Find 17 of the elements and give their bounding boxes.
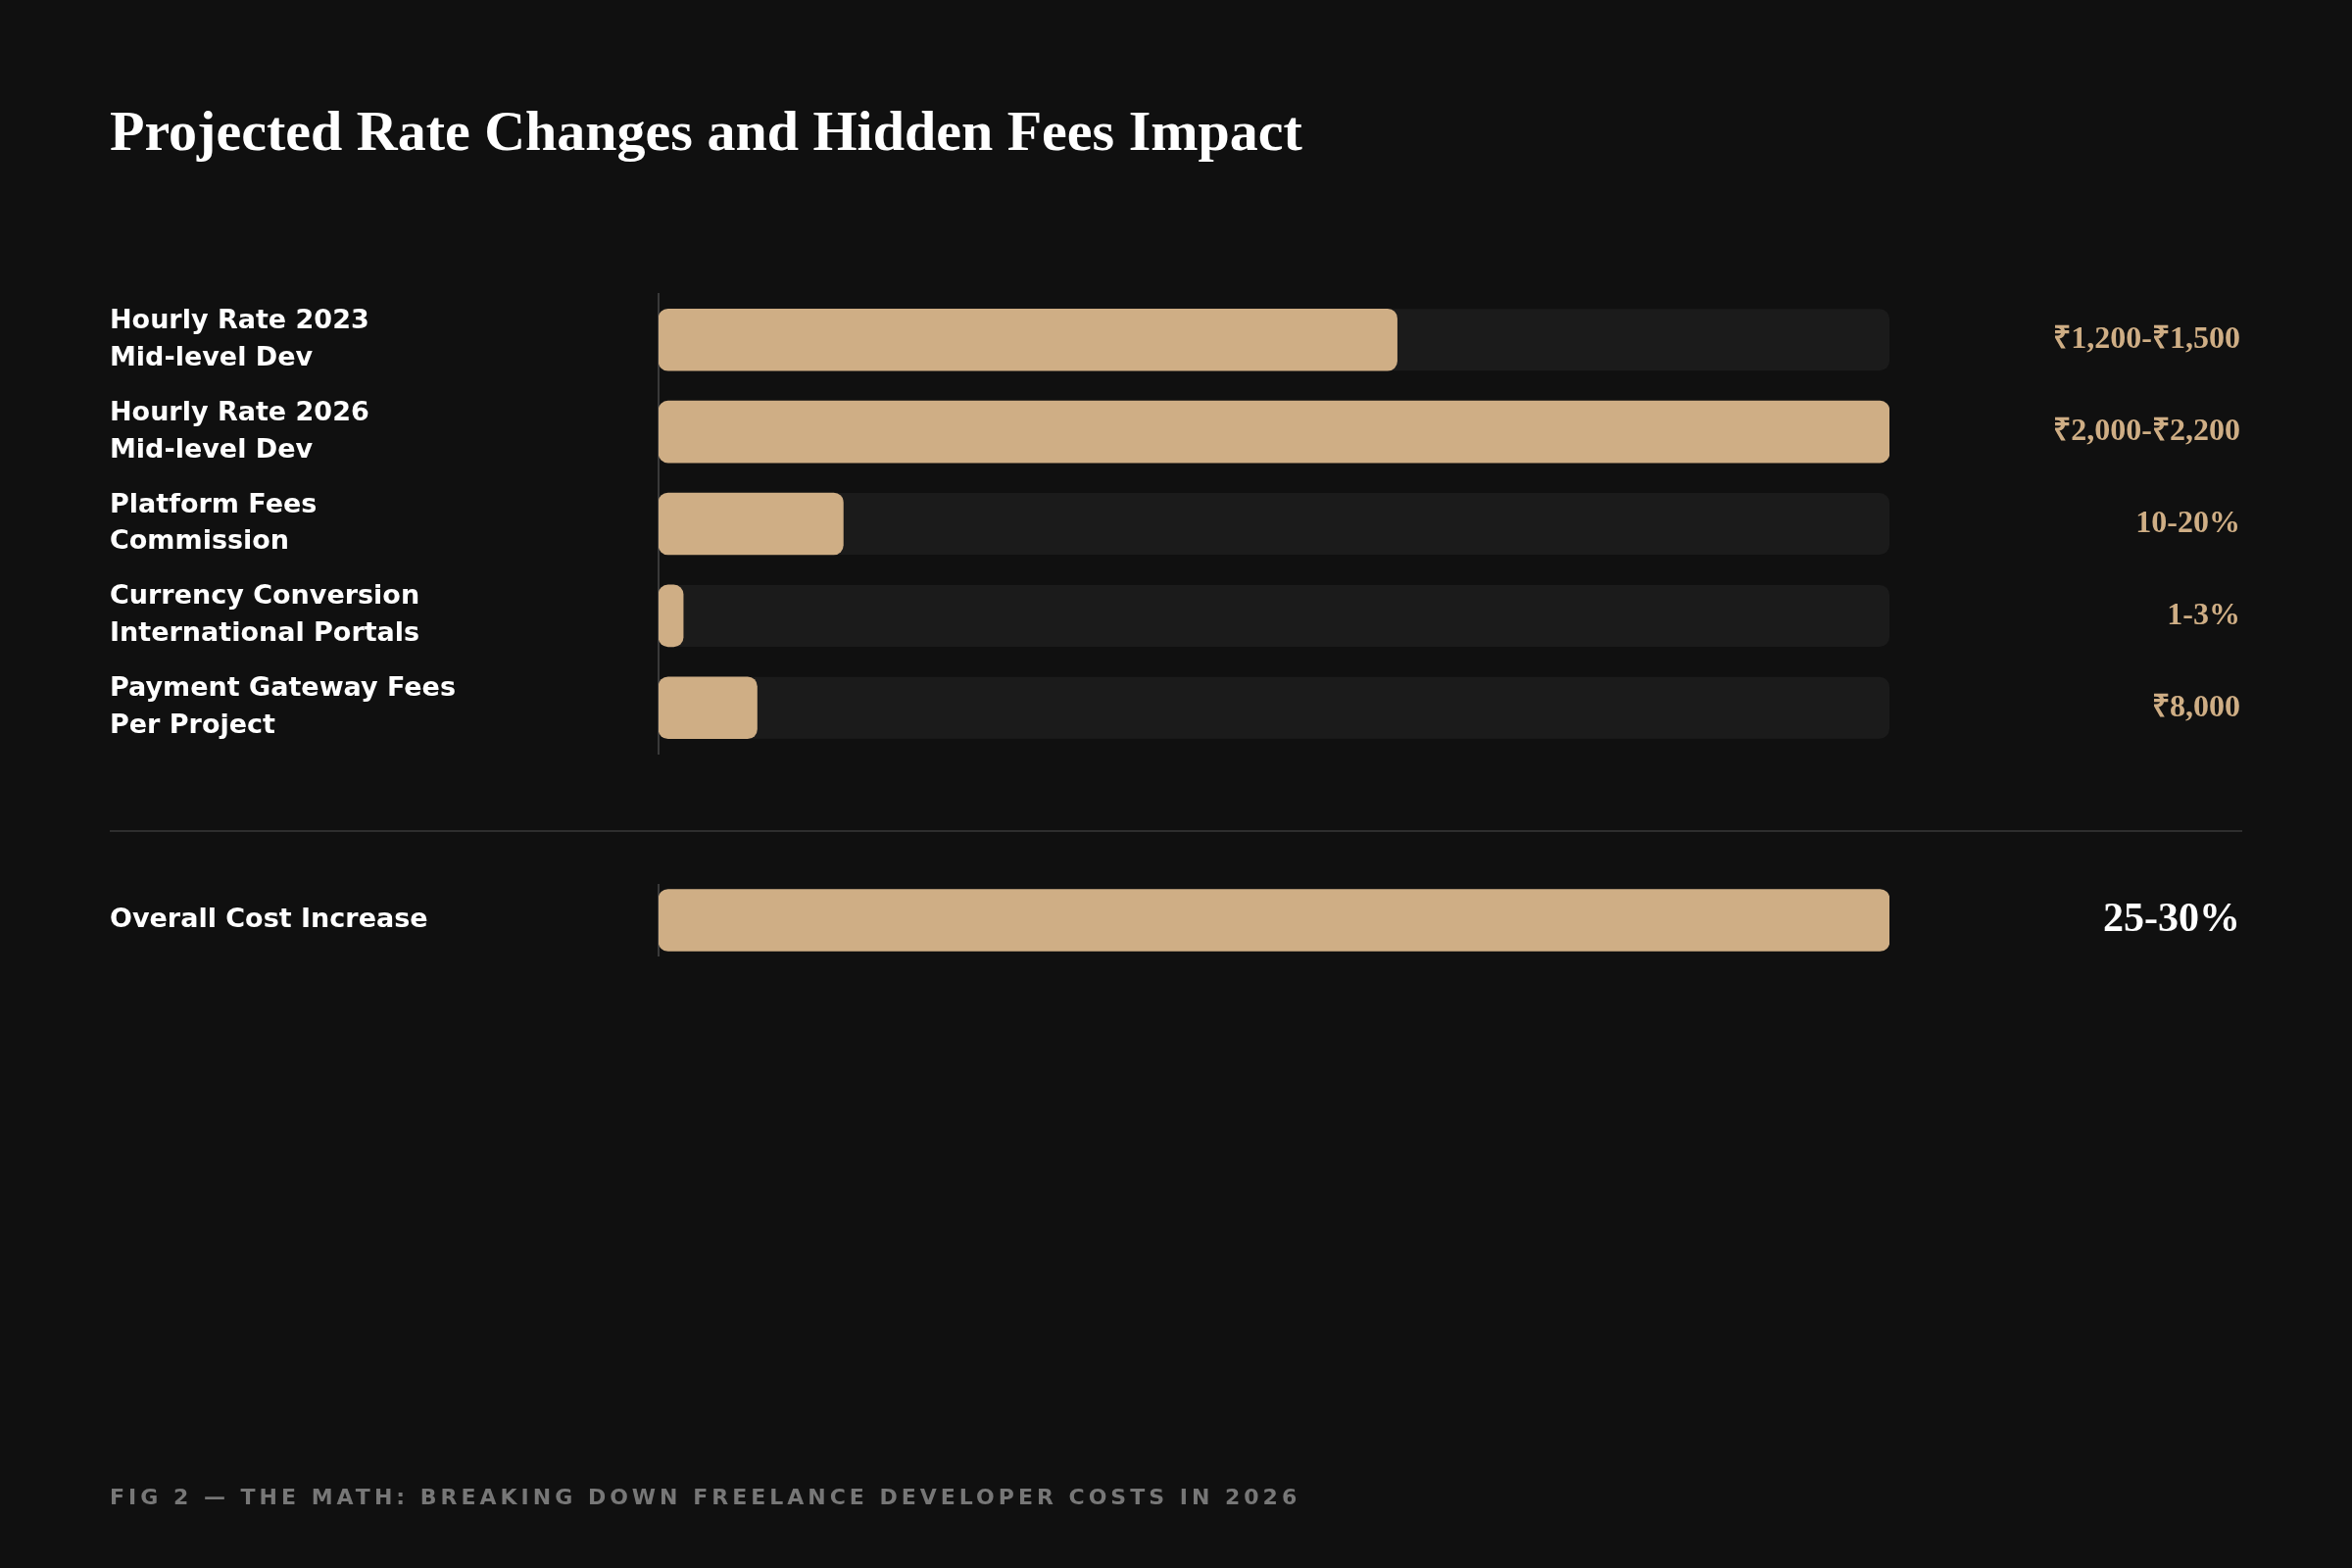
text: ₹2,000-₹2,200 bbox=[2053, 411, 2240, 447]
bar bbox=[659, 492, 844, 556]
text: 1-3% bbox=[2167, 595, 2240, 631]
bar bbox=[659, 676, 758, 740]
y-tick-label: Hourly Rate 2026 Mid-level Dev bbox=[110, 395, 369, 464]
text: 10-20% bbox=[2135, 503, 2240, 539]
chart-title: Projected Rate Changes and Hidden Fees Impact bbox=[110, 98, 1303, 164]
y-tick-label: Currency Conversion International Portals bbox=[110, 579, 420, 648]
text: ₹1,200-₹1,500 bbox=[2053, 319, 2240, 356]
y-tick-label: Payment Gateway Fees Per Project bbox=[110, 671, 457, 740]
y-tick-label: Overall Cost Increase bbox=[110, 903, 428, 934]
bar bbox=[659, 584, 684, 648]
y-tick-label: Hourly Rate 2023 Mid-level Dev bbox=[110, 303, 369, 371]
text: 25-30% bbox=[2103, 894, 2240, 940]
y-tick-label: Platform Fees Commission bbox=[110, 487, 318, 556]
caption: FIG 2 — THE MATH: BREAKING DOWN FREELANCE DEVELOPER COSTS IN 2026 bbox=[110, 1485, 1301, 1509]
text: ₹8,000 bbox=[2152, 687, 2240, 723]
